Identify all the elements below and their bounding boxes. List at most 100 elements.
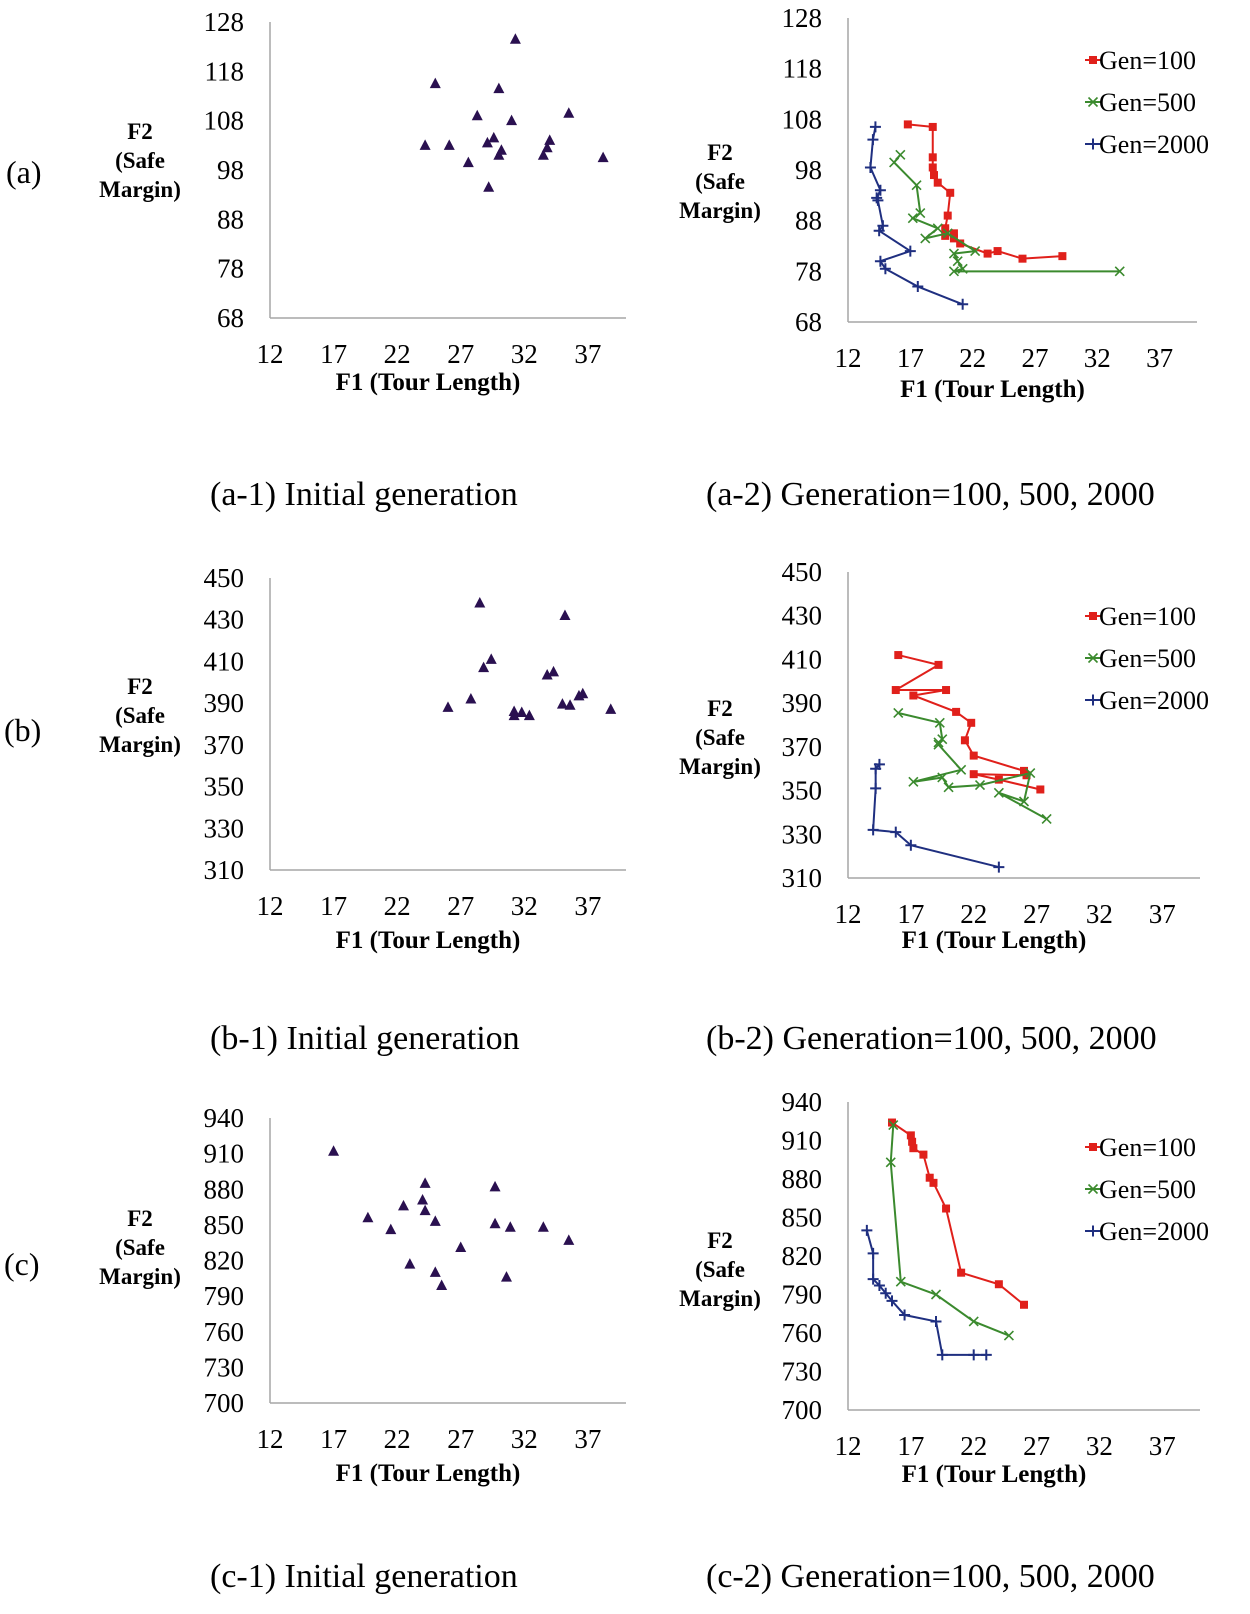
legend-label: Gen=2000 bbox=[1099, 1217, 1209, 1246]
x-axis-title: F1 (Tour Length) bbox=[336, 927, 521, 954]
series-line bbox=[872, 763, 1000, 869]
legend-marker bbox=[1087, 1225, 1099, 1237]
y-axis-title-line: (Safe bbox=[115, 148, 165, 173]
x-tick-label: 12 bbox=[835, 343, 862, 373]
data-point bbox=[1025, 768, 1036, 779]
data-point bbox=[948, 248, 960, 259]
y-tick-label: 370 bbox=[782, 732, 823, 762]
row-label-a: (a) bbox=[6, 154, 42, 190]
data-point bbox=[871, 192, 883, 204]
data-point bbox=[474, 597, 486, 608]
y-tick-label: 390 bbox=[782, 688, 823, 718]
data-point bbox=[870, 763, 882, 775]
data-point bbox=[928, 163, 937, 172]
data-point bbox=[957, 1268, 966, 1277]
data-point bbox=[928, 122, 937, 131]
data-point bbox=[980, 1349, 992, 1361]
data-point bbox=[890, 826, 902, 838]
data-point bbox=[541, 141, 553, 153]
data-point bbox=[919, 1150, 928, 1159]
legend-marker bbox=[1089, 1143, 1097, 1151]
data-point bbox=[943, 782, 954, 793]
data-point bbox=[993, 247, 1002, 256]
x-tick-label: 27 bbox=[447, 1424, 474, 1454]
y-tick-label: 700 bbox=[782, 1395, 823, 1425]
y-tick-label: 450 bbox=[782, 557, 823, 587]
y-tick-label: 330 bbox=[782, 819, 823, 849]
series-line bbox=[907, 123, 1063, 260]
data-point bbox=[544, 134, 556, 145]
legend-marker bbox=[1087, 138, 1099, 150]
data-point bbox=[899, 1309, 911, 1321]
y-tick-label: 390 bbox=[204, 688, 245, 718]
x-tick-label: 22 bbox=[960, 899, 987, 929]
y-tick-label: 820 bbox=[204, 1246, 245, 1276]
data-point bbox=[906, 1131, 915, 1140]
data-point bbox=[385, 1223, 397, 1235]
data-point bbox=[873, 225, 885, 237]
x-tick-label: 32 bbox=[1084, 343, 1111, 373]
data-point bbox=[928, 153, 937, 162]
y-tick-label: 730 bbox=[782, 1357, 823, 1387]
series-line bbox=[898, 712, 1048, 820]
data-point bbox=[915, 208, 926, 219]
series-gen-100 bbox=[891, 651, 1045, 794]
x-tick-label: 17 bbox=[897, 343, 924, 373]
data-point bbox=[419, 1177, 431, 1188]
data-point bbox=[429, 1266, 441, 1277]
data-point bbox=[508, 709, 520, 721]
data-point bbox=[894, 651, 903, 660]
row-label-c: (c) bbox=[4, 1246, 40, 1282]
data-point bbox=[888, 1120, 899, 1131]
data-point bbox=[908, 1137, 917, 1146]
data-point bbox=[937, 772, 948, 783]
x-tick-label: 37 bbox=[574, 1424, 601, 1454]
series-line bbox=[892, 654, 1041, 791]
data-point bbox=[903, 120, 912, 129]
y-tick-label: 370 bbox=[204, 730, 245, 760]
data-point bbox=[506, 114, 518, 126]
data-point bbox=[605, 703, 617, 714]
data-point bbox=[548, 665, 560, 677]
data-point bbox=[1020, 766, 1028, 775]
y-tick-label: 880 bbox=[782, 1164, 823, 1194]
y-tick-label: 940 bbox=[782, 1087, 823, 1117]
caption-a-1: (a-1) Initial generation bbox=[210, 476, 518, 513]
x-tick-label: 37 bbox=[574, 339, 601, 369]
legend-label: Gen=100 bbox=[1099, 1133, 1196, 1162]
y-tick-label: 760 bbox=[204, 1317, 245, 1347]
y-tick-label: 128 bbox=[782, 3, 823, 33]
data-point bbox=[904, 245, 916, 257]
data-point bbox=[509, 33, 521, 44]
chart-5: 700 730 760 790 820 850 880 910 940 12 17 22 27 32 37 F… bbox=[679, 1087, 1209, 1488]
data-point bbox=[880, 1287, 892, 1299]
data-point bbox=[429, 77, 441, 89]
y-tick-label: 790 bbox=[204, 1281, 245, 1311]
data-point bbox=[948, 266, 960, 277]
data-point bbox=[874, 184, 886, 196]
x-axis-title: F1 (Tour Length) bbox=[336, 369, 521, 396]
x-tick-label: 32 bbox=[1086, 1431, 1113, 1461]
data-point bbox=[417, 1193, 429, 1205]
x-tick-label: 37 bbox=[1146, 343, 1173, 373]
y-axis-title-line: Margin) bbox=[679, 1286, 761, 1311]
y-axis-title-line: (Safe bbox=[695, 1257, 745, 1282]
caption-b-1: (b-1) Initial generation bbox=[210, 1020, 520, 1057]
series-initial bbox=[328, 1145, 575, 1290]
data-point bbox=[597, 151, 609, 163]
data-point bbox=[867, 1273, 879, 1285]
data-point bbox=[867, 824, 879, 836]
data-point bbox=[934, 660, 943, 669]
y-tick-label: 430 bbox=[204, 605, 245, 635]
y-tick-label: 790 bbox=[782, 1280, 823, 1310]
chart-0: 68 78 88 98 108 118 128 12 17 22 27 32 37 F1 (Tour Le… bbox=[99, 7, 626, 396]
x-axis-title: F1 (Tour Length) bbox=[902, 927, 1087, 954]
y-tick-label: 850 bbox=[782, 1203, 823, 1233]
data-point bbox=[920, 233, 931, 244]
data-point bbox=[493, 149, 505, 160]
data-point bbox=[933, 737, 944, 748]
x-axis-title: F1 (Tour Length) bbox=[902, 1461, 1087, 1488]
data-point bbox=[908, 776, 919, 787]
row-label-b: (b) bbox=[4, 712, 42, 748]
x-tick-label: 17 bbox=[897, 1431, 924, 1461]
